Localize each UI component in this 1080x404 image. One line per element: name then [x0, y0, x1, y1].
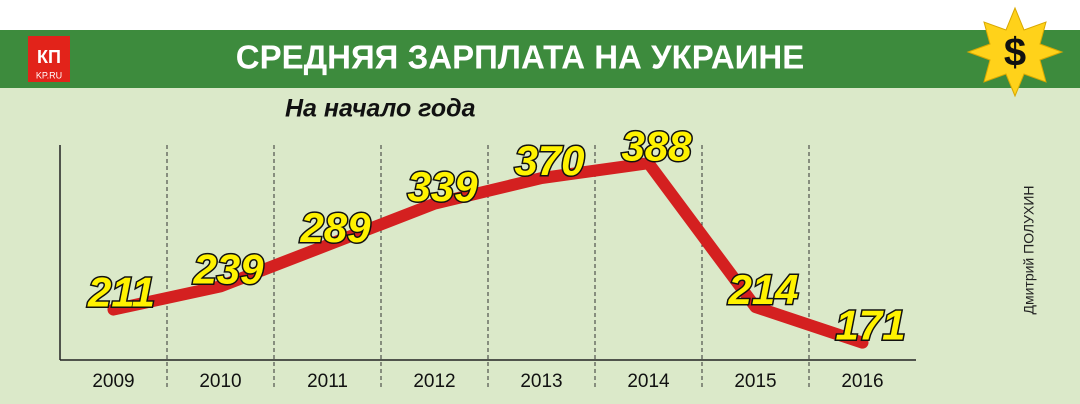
value-label: 239 [192, 245, 264, 292]
plot-background [0, 88, 1080, 404]
line [107, 157, 869, 349]
x-tick-label: 2014 [627, 371, 670, 392]
chart-title: СРЕДНЯЯ ЗАРПЛАТА НА УКРАИНЕ [236, 39, 804, 76]
value-label: 214 [727, 266, 798, 313]
x-tick-label: 2011 [307, 371, 348, 392]
credit: Дмитрий ПОЛУХИН [1021, 185, 1037, 314]
value-label: 370 [514, 137, 584, 184]
value-label: 339 [407, 163, 478, 210]
badge-star [966, 6, 1064, 98]
x-tick-label: 2015 [734, 371, 776, 392]
logo-site: KP.RU [36, 70, 62, 80]
value-label: 171 [835, 302, 905, 349]
value-label: 211 [87, 269, 155, 316]
value-label: 388 [621, 122, 692, 169]
logo-box [28, 36, 70, 82]
x-tick-label: 2009 [92, 371, 134, 392]
badge: $ [1004, 31, 1026, 75]
value-label: 289 [299, 204, 371, 251]
logo: КП [37, 47, 61, 67]
x-tick-label: 2012 [413, 371, 455, 392]
subtitle: На начало года [285, 95, 476, 123]
x-tick-label: 2016 [841, 371, 883, 392]
x-tick-label: 2013 [520, 371, 562, 392]
x-tick-label: 2010 [199, 371, 241, 392]
title-bar [0, 30, 1080, 88]
